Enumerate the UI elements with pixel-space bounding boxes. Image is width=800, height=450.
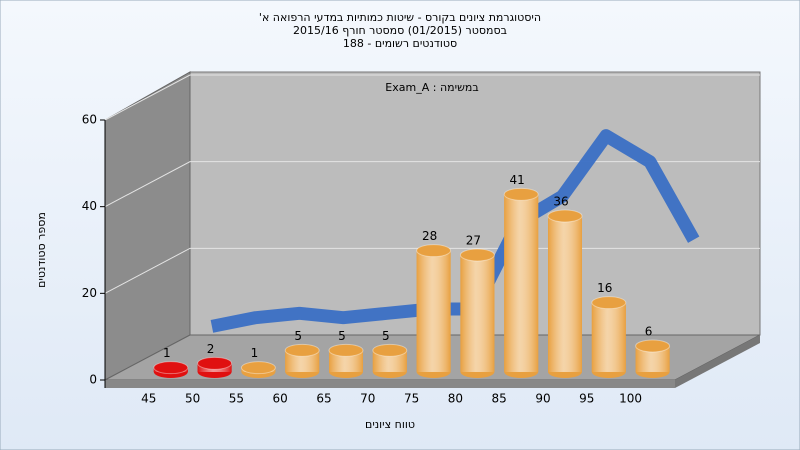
grid-line: [104, 74, 760, 121]
value-label: 2: [207, 342, 215, 356]
bar-top: [197, 356, 233, 370]
title-line: בסמסטר (01/2015) סמסטר חורף 2015/16: [293, 24, 507, 37]
bar-top: [153, 361, 189, 375]
bar-shade: [591, 302, 626, 372]
value-label: 6: [645, 325, 653, 339]
value-label: 41: [510, 173, 525, 187]
y-tick-label: 60: [82, 113, 97, 127]
value-label: 1: [251, 346, 259, 360]
bar-shade: [504, 194, 539, 372]
trend-ribbon: [210, 129, 700, 333]
y-axis-label: מספר סטודנטים: [35, 212, 48, 288]
x-tick-label: 95: [579, 392, 594, 406]
y-tick-label: 20: [82, 286, 97, 300]
x-axis-label: טווח ציונים: [365, 418, 415, 431]
title-line: סטודנטים רשומים - 188: [343, 37, 457, 50]
bar-top: [547, 209, 583, 223]
x-tick-label: 80: [448, 392, 463, 406]
x-tick-label: 90: [535, 392, 550, 406]
floor-front: [105, 380, 675, 388]
value-label: 5: [294, 329, 302, 343]
x-tick-label: 100: [619, 392, 642, 406]
value-label: 27: [466, 234, 481, 248]
x-tick-label: 55: [229, 392, 244, 406]
bar-shade: [329, 350, 363, 372]
bar-top: [591, 296, 627, 310]
x-tick-label: 75: [404, 392, 419, 406]
value-label: 1: [163, 346, 171, 360]
bar-top: [459, 248, 495, 262]
title-line: היסטוגרמת ציונים בקורס - שיטות כמותיות ב…: [259, 11, 541, 24]
value-label: 16: [597, 281, 612, 295]
value-label: 28: [422, 229, 437, 243]
bar-top: [284, 343, 320, 357]
y-tick-label: 40: [82, 199, 97, 213]
left-wall: [104, 71, 191, 381]
bar-shade: [460, 255, 495, 372]
value-label: 5: [338, 329, 346, 343]
y-tick-label: 0: [89, 373, 97, 387]
value-label: 5: [382, 329, 390, 343]
floor-edge: [675, 335, 760, 388]
x-tick-label: 70: [360, 392, 375, 406]
bar-top: [503, 187, 539, 201]
bar-top: [372, 343, 408, 357]
bar-shade: [285, 350, 320, 372]
bar-shade: [372, 350, 407, 372]
bar-top: [240, 361, 276, 375]
x-tick-label: 65: [316, 392, 331, 406]
bar-top: [416, 244, 452, 258]
bar-shade: [416, 250, 451, 372]
bar-top: [635, 339, 671, 353]
value-label: 36: [553, 195, 568, 209]
grid-line: [104, 161, 760, 208]
x-tick-label: 45: [141, 392, 156, 406]
x-tick-label: 50: [185, 392, 200, 406]
bar-shade: [548, 216, 582, 372]
bar-top: [328, 343, 364, 357]
annotation: במשימה : Exam_A: [385, 81, 478, 94]
x-tick-label: 60: [273, 392, 288, 406]
x-tick-label: 85: [492, 392, 507, 406]
